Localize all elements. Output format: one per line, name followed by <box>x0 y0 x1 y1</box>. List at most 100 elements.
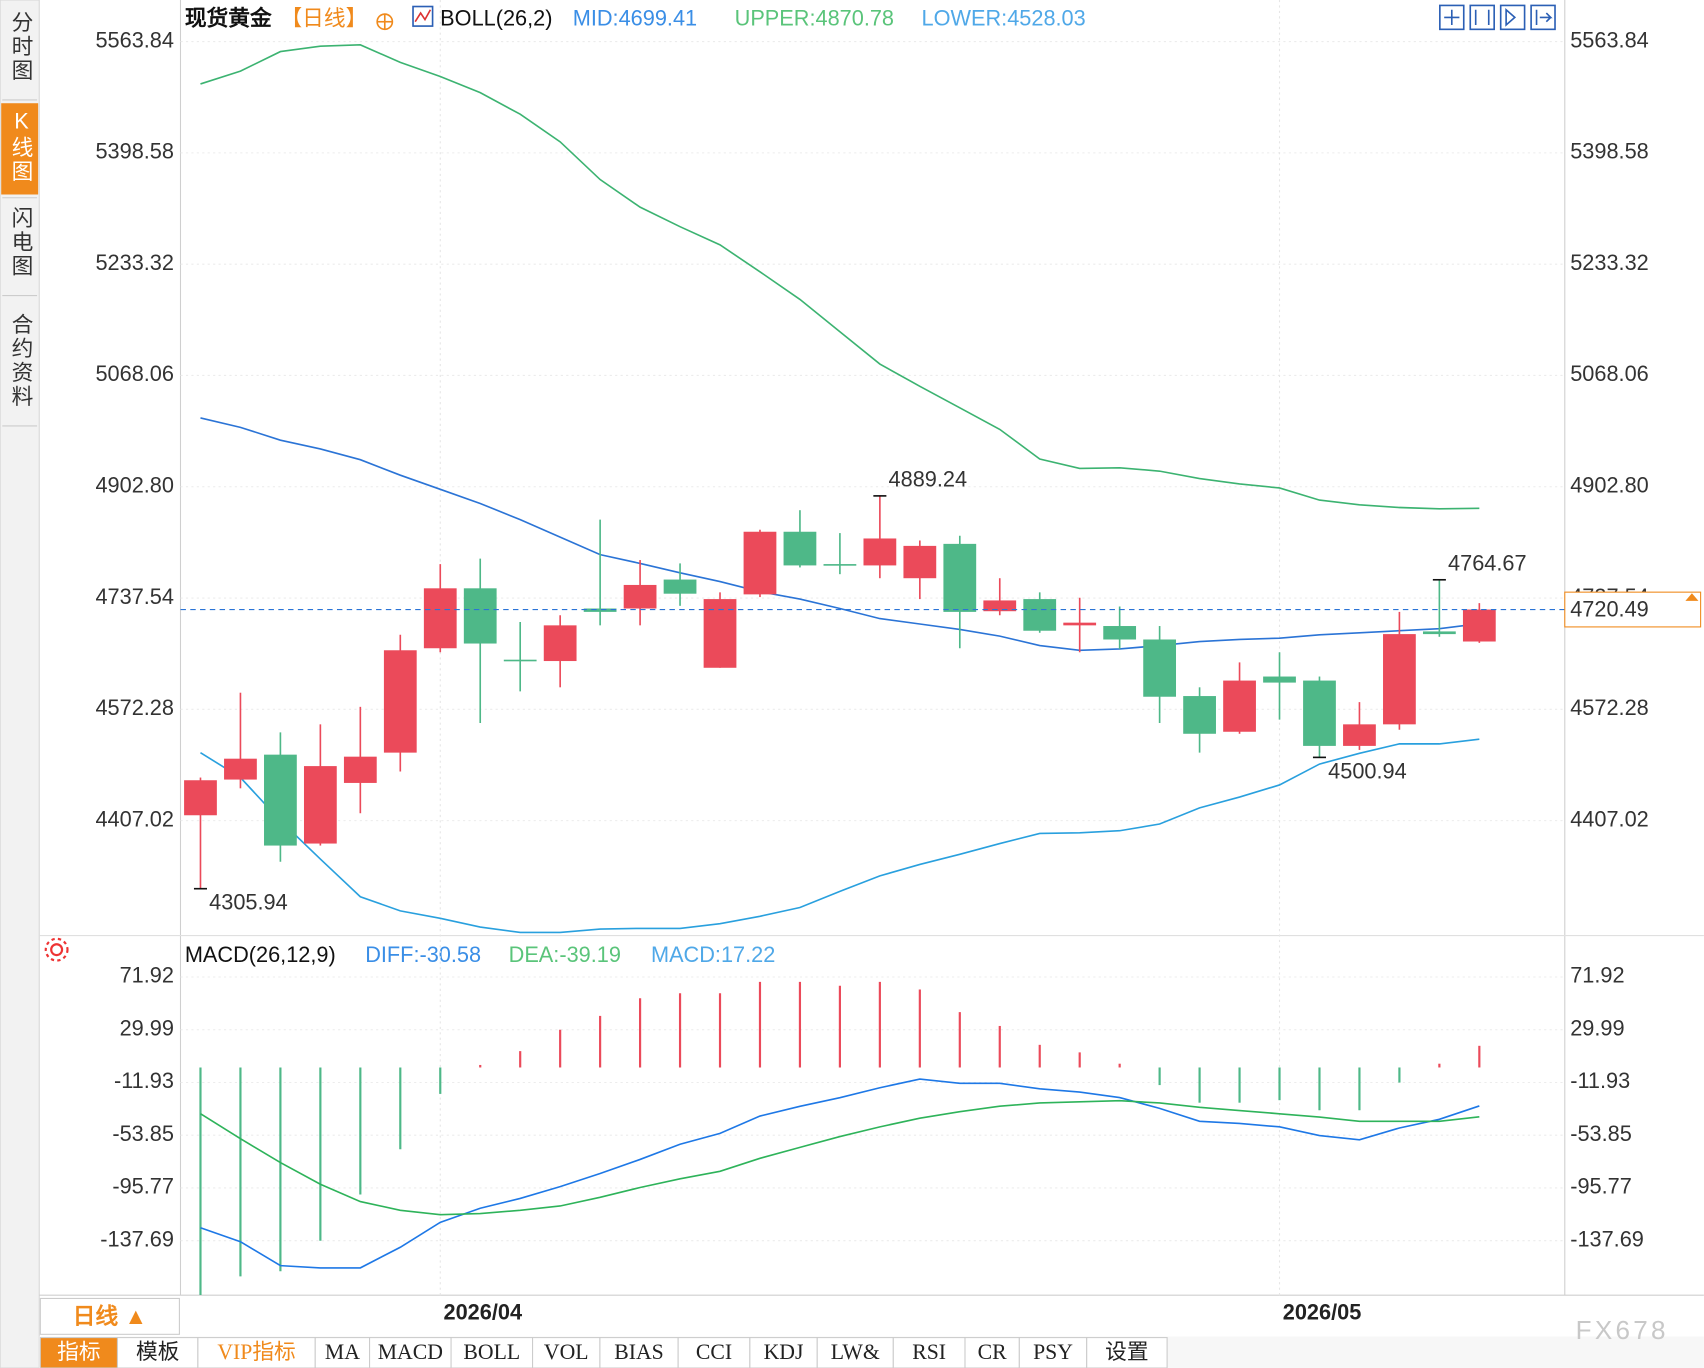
y-tick-label: -95.77 <box>112 1174 174 1199</box>
tab[interactable] <box>39 1337 119 1368</box>
y-tick-label: -95.77 <box>1570 1174 1632 1199</box>
tab[interactable] <box>749 1337 818 1368</box>
high-label: 4889.24 <box>889 466 968 491</box>
tab[interactable] <box>450 1337 534 1368</box>
y-tick-label: 29.99 <box>120 1015 174 1040</box>
y-tick-label: 71.92 <box>120 963 174 988</box>
tool-button[interactable] <box>1499 4 1526 31</box>
tab-label[interactable]: BOLL <box>463 1340 520 1364</box>
tool-button[interactable] <box>1469 4 1495 31</box>
candle-body <box>1263 676 1296 683</box>
candle-body <box>423 588 457 649</box>
settings-icon[interactable] <box>50 943 64 957</box>
candle-body <box>983 600 1017 612</box>
tool-button[interactable] <box>1530 4 1556 31</box>
tab-label[interactable]: LW& <box>831 1340 880 1364</box>
tab[interactable] <box>892 1337 966 1368</box>
candle-body <box>1343 724 1376 746</box>
y-tick-label: 5398.58 <box>95 139 174 164</box>
low-label: 4305.94 <box>209 890 288 915</box>
y-tick-label: 5563.84 <box>1570 27 1649 52</box>
indicator-icon <box>414 9 432 23</box>
tab[interactable] <box>677 1337 751 1368</box>
tab-label[interactable]: KDJ <box>764 1340 804 1364</box>
candle-body <box>583 608 617 612</box>
y-tick-label: 4572.28 <box>1570 695 1649 720</box>
legend-entry: UPPER:4870.78 <box>735 5 894 30</box>
sidebar-active <box>1 103 39 195</box>
period[interactable]: 【日线】 <box>280 5 367 30</box>
indicator-line <box>200 1078 1480 1269</box>
sidebar-tab[interactable]: 分时图 <box>9 11 34 83</box>
indicator-icon[interactable] <box>412 5 434 27</box>
sidebar-tab[interactable]: 闪电图 <box>9 206 34 278</box>
tab-label[interactable]: 指标 <box>57 1340 100 1364</box>
tab-label[interactable]: VIP指标 <box>217 1340 295 1364</box>
legend-entry: MID:4699.41 <box>573 5 697 30</box>
tab[interactable] <box>369 1337 452 1368</box>
y-tick-label: 5068.06 <box>95 361 174 386</box>
tab[interactable] <box>964 1337 1020 1368</box>
last-price-label: 4720.49 <box>1570 596 1649 621</box>
low-label: 4500.94 <box>1328 758 1407 783</box>
sidebar-tab[interactable]: 合约资料 <box>9 313 34 409</box>
legend-entry: DEA:-39.19 <box>509 942 621 967</box>
candle-body <box>1303 680 1336 746</box>
tab-label[interactable]: 模板 <box>136 1340 179 1364</box>
candle-body <box>184 780 217 816</box>
y-tick-label: 71.92 <box>1570 963 1624 988</box>
y-tick-label: -53.85 <box>1570 1121 1632 1146</box>
y-tick-label: 4737.54 <box>95 584 174 609</box>
candle-body <box>543 625 577 662</box>
indicator-line <box>200 1099 1480 1216</box>
candle-body <box>623 584 657 609</box>
sidebar <box>0 0 40 1368</box>
candle-body <box>783 531 817 566</box>
y-tick-label: -53.85 <box>112 1121 174 1146</box>
legend-entry: DIFF:-30.58 <box>365 942 481 967</box>
candle-body <box>264 754 297 846</box>
candle-body <box>1383 634 1416 725</box>
candle-body <box>903 545 937 579</box>
tool-glyph <box>1444 7 1553 27</box>
candle-body <box>1023 599 1057 631</box>
y-tick-label: 4572.28 <box>95 695 174 720</box>
y-tick-label: -137.69 <box>100 1226 174 1251</box>
indicator-line <box>200 738 1480 934</box>
y-tick-label: -11.93 <box>1570 1068 1630 1093</box>
candle-body <box>503 659 537 662</box>
y-tick-label: 5068.06 <box>1570 361 1649 386</box>
y-tick-label: -11.93 <box>114 1068 174 1093</box>
candle-body <box>1103 626 1137 640</box>
tab-label[interactable]: CCI <box>696 1340 732 1364</box>
tool-button[interactable] <box>1439 4 1465 31</box>
candle-body <box>743 531 777 595</box>
tab-label[interactable]: 设置 <box>1105 1340 1148 1364</box>
tab-label[interactable]: VOL <box>544 1340 589 1364</box>
candle-body <box>863 538 897 566</box>
indicator-line <box>200 44 1480 510</box>
tab-label[interactable]: RSI <box>912 1340 946 1364</box>
candle-body <box>1143 639 1177 697</box>
y-tick-label: 5233.32 <box>1570 250 1649 275</box>
tab-label[interactable]: MA <box>325 1340 360 1364</box>
tab-label[interactable]: PSY <box>1033 1340 1073 1364</box>
period-selector[interactable] <box>39 1297 180 1335</box>
indicator-title: MACD(26,12,9) <box>185 942 336 967</box>
last-price-box <box>1564 591 1702 628</box>
candle-body <box>224 758 257 780</box>
tab[interactable] <box>1018 1337 1088 1368</box>
tab-label[interactable]: BIAS <box>614 1340 663 1364</box>
candle-body <box>823 564 857 566</box>
y-tick-label: 4902.80 <box>95 472 174 497</box>
settings-icon <box>44 937 69 962</box>
candle-body <box>663 579 697 594</box>
tab-label[interactable]: MACD <box>378 1340 443 1364</box>
period-selector-label[interactable]: 日线 ▲ <box>73 1303 148 1329</box>
sidebar-tab[interactable]: K线图 <box>9 109 34 184</box>
tab-label[interactable]: CR <box>978 1340 1007 1364</box>
watermark: FX678 <box>1576 1315 1669 1345</box>
symbol: 现货黄金 <box>185 5 272 30</box>
